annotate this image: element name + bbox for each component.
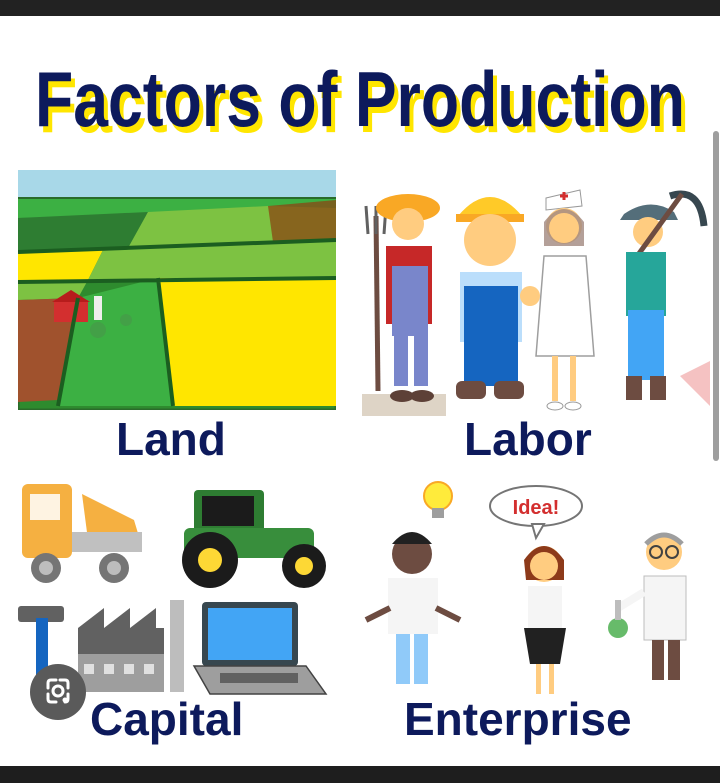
- businessman-figure: [364, 532, 462, 684]
- scientist-figure: [608, 532, 687, 680]
- labor-illustration: [362, 189, 710, 416]
- factory-icon: [78, 600, 184, 692]
- land-illustration: [18, 170, 336, 410]
- label-enterprise: Enterprise: [404, 693, 632, 745]
- label-labor: Labor: [464, 413, 592, 465]
- miner-figure: [620, 190, 710, 406]
- enterprise-illustration: Idea!: [364, 481, 687, 694]
- farmer-figure: [362, 194, 446, 416]
- speech-bubble: Idea!: [489, 485, 583, 541]
- label-land: Land: [116, 413, 226, 465]
- businesswoman-figure: [524, 546, 566, 694]
- bottom-bar: [0, 766, 720, 783]
- builder-figure: [456, 197, 540, 399]
- label-capital: Capital: [90, 693, 244, 745]
- capital-illustration: [18, 484, 328, 695]
- nurse-figure: [535, 189, 595, 411]
- image-search-icon: [46, 678, 70, 704]
- lightbulb-icon: [423, 481, 453, 518]
- title-graphic: Factors of Production Factors of Product…: [35, 55, 689, 149]
- laptop-icon: [192, 602, 328, 695]
- image-search-button[interactable]: [30, 664, 86, 720]
- title-shadow: Factors of Production: [39, 61, 689, 149]
- image-card: Factors of Production Factors of Product…: [0, 16, 712, 766]
- top-bar: [0, 0, 720, 16]
- speech-bubble-text: Idea!: [513, 497, 560, 519]
- scrollbar-thumb[interactable]: [713, 131, 719, 461]
- dump-truck-icon: [22, 484, 142, 583]
- scrollbar[interactable]: [712, 16, 720, 766]
- title-area: Factors of Production Factors of Product…: [0, 34, 712, 154]
- page-title: Factors of Production: [35, 55, 685, 143]
- tractor-icon: [182, 490, 326, 588]
